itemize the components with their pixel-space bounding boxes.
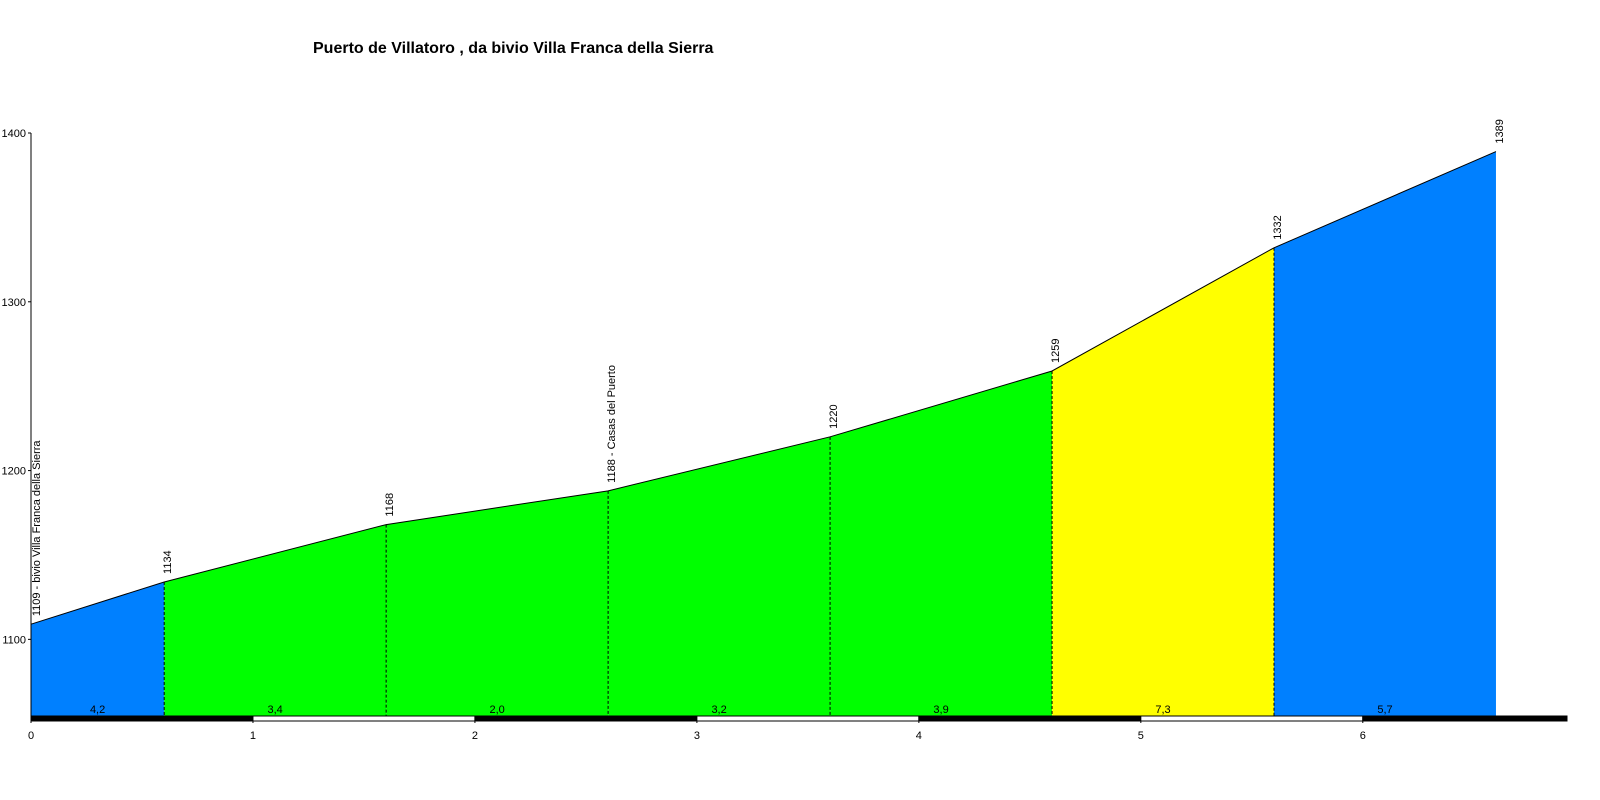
profile-line: [30, 151, 1497, 625]
gradient-label: 3,2: [711, 704, 726, 716]
scale-bar: [252, 715, 476, 722]
point-label: 1168: [384, 493, 396, 517]
gradient-label: 4,2: [90, 704, 105, 716]
segment-area: [164, 524, 387, 717]
gradient-label: 2,0: [489, 704, 504, 716]
point-label: 1259: [1050, 339, 1062, 363]
scale-bar: [1140, 715, 1364, 722]
scale-bar: [1362, 715, 1568, 722]
y-tick-label: 1400: [2, 128, 26, 140]
scale-bar: [918, 715, 1142, 722]
chart-title: Puerto de Villatoro , da bivio Villa Fra…: [313, 40, 714, 57]
point-label: 1389: [1494, 119, 1506, 143]
point-label: 1109 - bivio Villa Franca della Sierra: [31, 440, 43, 617]
y-tick-label: 1300: [2, 297, 26, 309]
scale-bar: [30, 715, 254, 722]
x-tick-label: 5: [1138, 730, 1144, 742]
gradient-label: 3,9: [933, 704, 948, 716]
segment-area: [386, 490, 609, 717]
point-label: 1134: [162, 550, 174, 574]
gradient-label: 3,4: [268, 704, 283, 716]
segment-area: [31, 581, 165, 717]
x-tick-label: 0: [28, 730, 34, 742]
scale-bar: [474, 715, 698, 722]
segment-area: [608, 436, 831, 717]
x-tick-label: 1: [250, 730, 256, 742]
segment-area: [1274, 151, 1496, 717]
segment-area: [830, 370, 1053, 717]
scale-bar: [696, 715, 920, 722]
x-tick-label: 4: [916, 730, 922, 742]
gradient-label: 7,3: [1155, 704, 1170, 716]
x-tick-label: 3: [694, 730, 700, 742]
x-tick-label: 2: [472, 730, 478, 742]
x-tick-label: 6: [1360, 730, 1366, 742]
segment-area: [1052, 247, 1275, 717]
point-label: 1188 - Casas del Puerto: [606, 365, 618, 483]
y-tick-label: 1200: [2, 466, 26, 478]
gradient-label: 5,7: [1377, 704, 1392, 716]
y-tick-label: 1100: [2, 634, 26, 646]
point-label: 1220: [828, 404, 840, 428]
point-label: 1332: [1272, 215, 1284, 239]
